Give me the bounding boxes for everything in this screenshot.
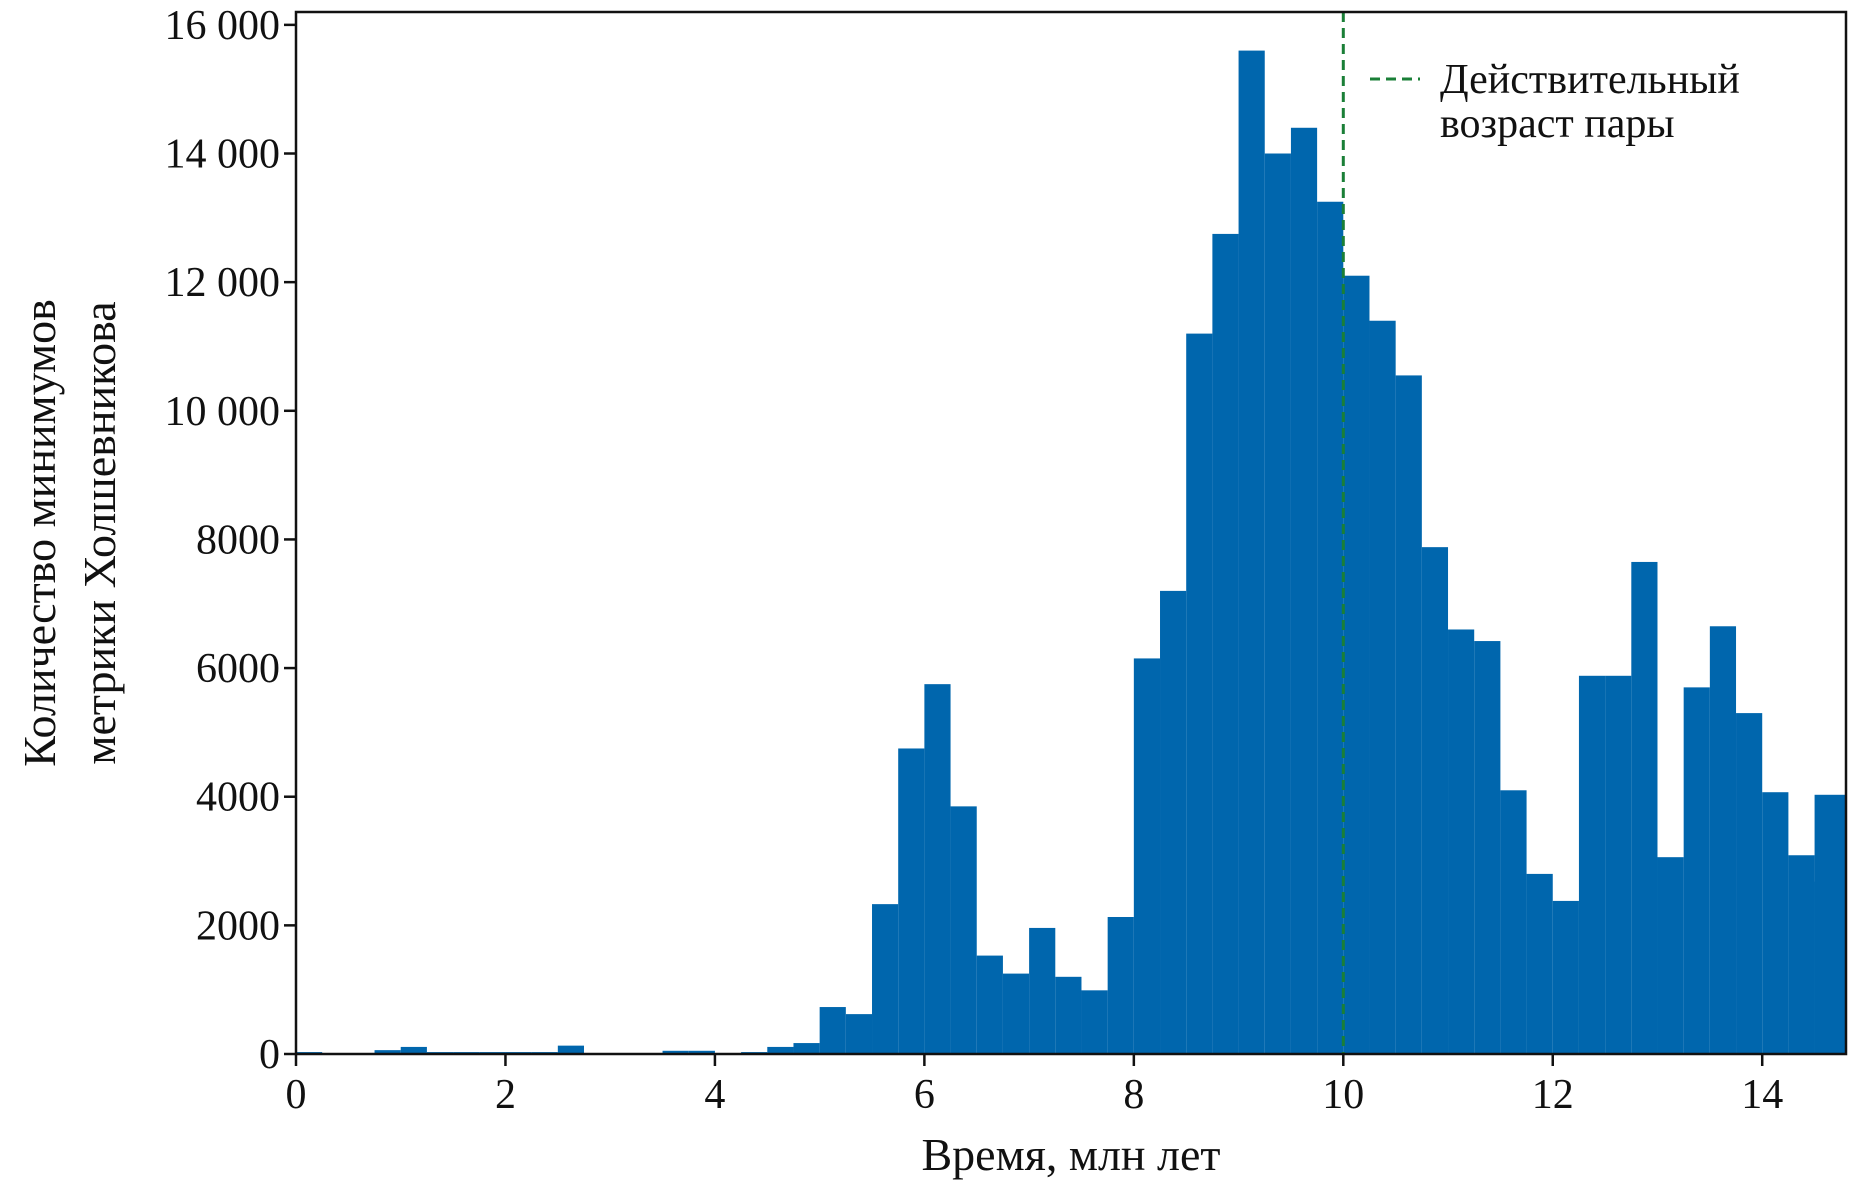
histogram-bar bbox=[1029, 927, 1056, 1054]
histogram-bar bbox=[1395, 375, 1422, 1054]
histogram-bar bbox=[1736, 713, 1763, 1054]
histogram-bar bbox=[1343, 275, 1370, 1054]
legend-label-line-1: Действительный bbox=[1440, 57, 1740, 103]
histogram-bar bbox=[1578, 675, 1606, 1054]
y-axis-label-line-2: метрики Холшевникова bbox=[74, 301, 125, 764]
y-tick-label: 4000 bbox=[196, 775, 280, 821]
histogram-bar bbox=[1631, 561, 1658, 1054]
histogram-bar bbox=[1474, 641, 1501, 1054]
histogram-bar bbox=[793, 1043, 820, 1054]
y-tick-label: 12 000 bbox=[165, 260, 281, 306]
histogram-bar bbox=[1448, 629, 1475, 1054]
y-axis-label-line-1: Количество минимумов bbox=[14, 299, 65, 767]
histogram-bar bbox=[400, 1046, 427, 1054]
histogram-bar bbox=[1160, 590, 1187, 1054]
histogram-bar bbox=[1814, 794, 1846, 1054]
histogram-bar bbox=[1683, 687, 1710, 1054]
histogram-bar bbox=[1264, 153, 1291, 1055]
histogram-bar bbox=[924, 684, 951, 1054]
histogram-bar bbox=[1709, 626, 1737, 1054]
histogram-bar bbox=[1762, 792, 1789, 1054]
x-tick-label: 6 bbox=[914, 1072, 935, 1118]
histogram-bar bbox=[374, 1050, 401, 1054]
histogram-bar bbox=[1552, 900, 1579, 1054]
histogram-bar bbox=[1212, 233, 1239, 1054]
y-axis-ticks: 0 2000 4000 6000 8000 10 000 12 000 14 000 16 00… bbox=[165, 3, 296, 1078]
histogram-bar bbox=[1317, 201, 1344, 1054]
x-axis-label: Время, млн лет bbox=[921, 1129, 1220, 1180]
x-axis-ticks: 0 2 4 6 8 10 12 14 bbox=[286, 1054, 1783, 1118]
x-tick-label: 8 bbox=[1123, 1072, 1144, 1118]
y-tick-label: 14 000 bbox=[165, 132, 281, 178]
histogram-bar bbox=[950, 806, 977, 1054]
x-tick-label: 0 bbox=[286, 1072, 307, 1118]
histogram-bar bbox=[976, 955, 1003, 1054]
histogram-bar bbox=[688, 1050, 715, 1054]
histogram-bar bbox=[819, 1007, 846, 1054]
legend: Действительный возраст пары bbox=[1370, 57, 1740, 147]
histogram-bar bbox=[1081, 990, 1108, 1054]
histogram-bars bbox=[296, 50, 1846, 1055]
histogram-bar bbox=[898, 748, 925, 1054]
histogram-bar bbox=[557, 1045, 585, 1054]
x-tick-label: 4 bbox=[704, 1072, 725, 1118]
histogram-bar bbox=[1186, 333, 1213, 1054]
histogram-bar bbox=[1500, 790, 1527, 1054]
x-tick-label: 2 bbox=[495, 1072, 516, 1118]
plot-frame bbox=[294, 10, 1848, 1056]
histogram-bar bbox=[1605, 675, 1632, 1054]
histogram-bar bbox=[1002, 973, 1030, 1054]
x-tick-label: 14 bbox=[1741, 1072, 1783, 1118]
histogram-bar bbox=[662, 1050, 689, 1054]
histogram-bar bbox=[767, 1046, 794, 1054]
x-tick-label: 12 bbox=[1532, 1072, 1574, 1118]
y-tick-label: 0 bbox=[259, 1032, 280, 1078]
y-tick-label: 10 000 bbox=[165, 389, 281, 435]
histogram-bar bbox=[1657, 857, 1684, 1054]
x-tick-label: 10 bbox=[1322, 1072, 1364, 1118]
histogram-bar bbox=[845, 1014, 873, 1054]
y-tick-label: 8000 bbox=[196, 517, 280, 563]
histogram-bar bbox=[1055, 976, 1082, 1054]
y-tick-label: 2000 bbox=[196, 903, 280, 949]
y-tick-label: 6000 bbox=[196, 646, 280, 692]
histogram-bar bbox=[1290, 127, 1318, 1055]
legend-label-line-2: возраст пары bbox=[1440, 101, 1675, 147]
histogram-bar bbox=[1238, 50, 1265, 1055]
histogram-bar bbox=[1133, 658, 1161, 1054]
histogram-bar bbox=[1369, 320, 1396, 1055]
histogram-bar bbox=[1526, 873, 1553, 1054]
histogram-bar bbox=[872, 904, 899, 1054]
histogram-bar bbox=[1107, 916, 1134, 1054]
histogram-bar bbox=[1788, 855, 1815, 1054]
histogram-bar bbox=[1421, 547, 1449, 1054]
y-tick-label: 16 000 bbox=[165, 3, 281, 49]
